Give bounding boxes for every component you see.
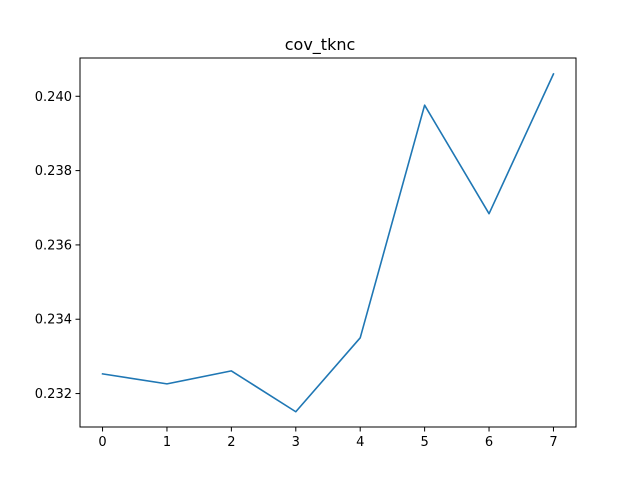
x-tick-label-6: 6 (485, 435, 493, 450)
y-tick-label-4: 0.240 (35, 90, 72, 105)
y-tick-label-1: 0.234 (35, 313, 72, 328)
y-tick-label-3: 0.238 (35, 164, 72, 179)
y-tick-label-2: 0.236 (35, 238, 72, 253)
x-tick-label-1: 1 (163, 435, 171, 450)
axes-frame (79, 57, 577, 428)
plot-area: 0 1 2 3 4 5 6 7 0.232 0.234 0.236 0.238 0.240 (35, 57, 577, 450)
x-tick-label-3: 3 (292, 435, 300, 450)
chart-title: cov_tknc (285, 35, 356, 55)
x-tick-label-0: 0 (98, 435, 106, 450)
x-tick-label-4: 4 (356, 435, 364, 450)
y-tick-label-0: 0.232 (35, 387, 72, 402)
x-tick-label-7: 7 (549, 435, 557, 450)
x-tick-label-5: 5 (420, 435, 428, 450)
series-line-0 (101, 72, 555, 413)
x-tick-label-2: 2 (227, 435, 235, 450)
